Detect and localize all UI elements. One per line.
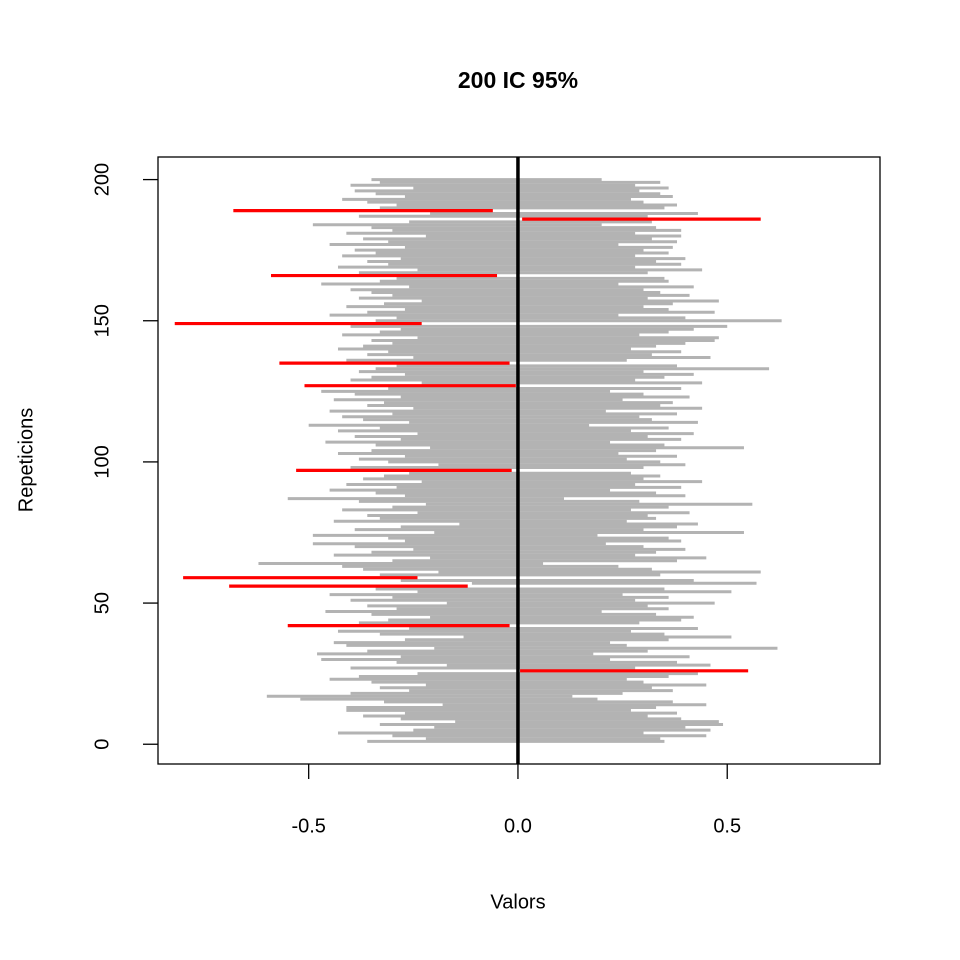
x-axis-label: Valors: [490, 891, 545, 913]
y-tick-label: 0: [91, 739, 113, 750]
x-tick-label: -0.5: [291, 815, 325, 837]
plot-frame: [157, 156, 881, 765]
y-axis-label: Repeticions: [15, 408, 37, 513]
x-tick-label: 0.0: [504, 815, 532, 837]
y-tick-label: 200: [91, 163, 113, 196]
y-tick-label: 150: [91, 304, 113, 337]
plot-area: [174, 157, 782, 764]
x-tick-label: 0.5: [713, 815, 741, 837]
chart-title: 200 IC 95%: [458, 67, 578, 93]
y-tick-label: 100: [91, 445, 113, 478]
y-tick-label: 50: [91, 592, 113, 614]
